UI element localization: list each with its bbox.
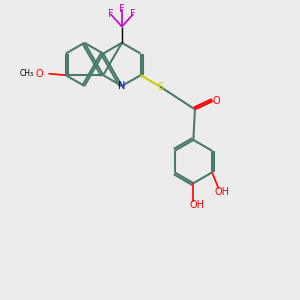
Text: CH₃: CH₃	[20, 69, 34, 78]
Text: O: O	[36, 69, 43, 79]
Text: S: S	[157, 82, 163, 92]
Text: O: O	[212, 96, 220, 106]
Text: OH: OH	[215, 187, 230, 196]
Text: F: F	[119, 4, 125, 14]
Text: F: F	[130, 9, 136, 19]
Text: N: N	[118, 81, 126, 91]
Text: F: F	[108, 9, 113, 19]
Text: OH: OH	[190, 200, 205, 209]
